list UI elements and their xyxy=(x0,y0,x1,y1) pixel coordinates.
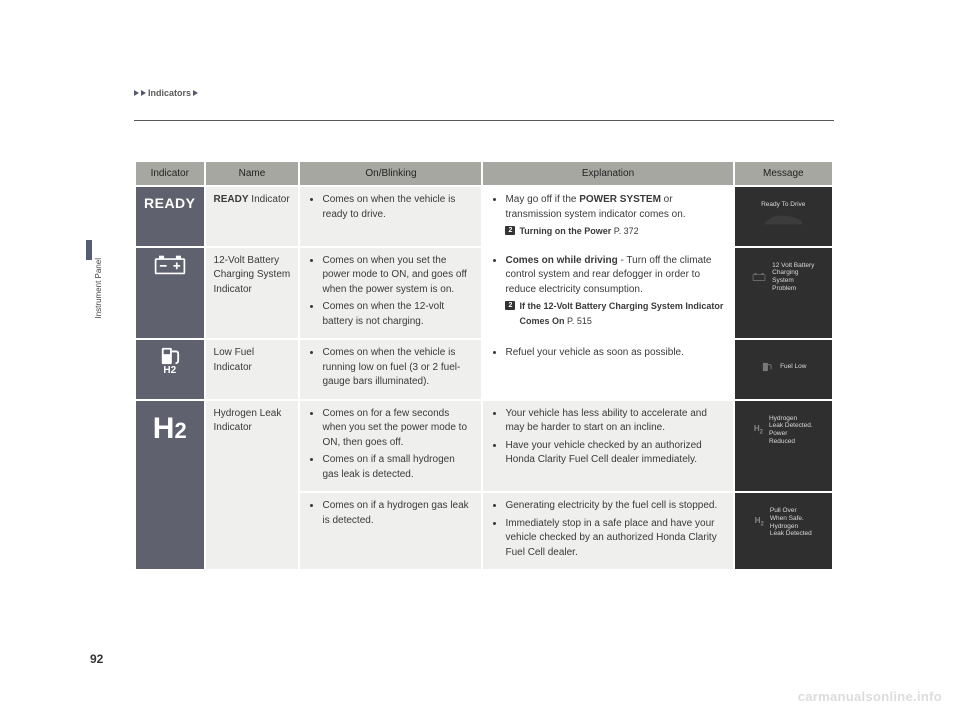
on-item: Comes on when the vehicle is running low… xyxy=(322,346,473,390)
table-row: 12-Volt Battery Charging System Indicato… xyxy=(135,247,833,340)
explanation-cell: Generating electricity by the fuel cell … xyxy=(482,492,733,570)
reference-icon: 2 xyxy=(505,301,515,310)
on-cell: Comes on when the vehicle is running low… xyxy=(299,339,482,400)
fuel-pump-icon xyxy=(760,362,774,372)
breadcrumb-text: Indicators xyxy=(148,88,191,98)
name-cell: Low Fuel Indicator xyxy=(205,339,300,400)
name-cell: READY Indicator xyxy=(205,186,300,247)
message-cell: Fuel Low xyxy=(734,339,833,400)
exp-item: Immediately stop in a safe place and hav… xyxy=(505,517,724,561)
h2-badge: H2 xyxy=(153,412,187,445)
indicator-cell: H2 xyxy=(135,339,205,400)
explanation-cell: Your vehicle has less ability to acceler… xyxy=(482,400,733,493)
name-cell: 12-Volt Battery Charging System Indicato… xyxy=(205,247,300,340)
h2-icon: H2 xyxy=(754,423,763,437)
exp-item: Comes on while driving - Turn off the cl… xyxy=(505,254,724,298)
watermark: carmanualsonline.info xyxy=(798,689,942,704)
battery-icon xyxy=(752,272,766,282)
header-indicator: Indicator xyxy=(135,161,205,186)
name-rest: Indicator xyxy=(249,194,290,205)
exp-item: Have your vehicle checked by an authoriz… xyxy=(505,439,724,468)
reference: 2 Turning on the Power P. 372 xyxy=(491,225,724,240)
header-name: Name xyxy=(205,161,300,186)
exp-item: Refuel your vehicle as soon as possible. xyxy=(505,346,724,361)
table-row: READY READY Indicator Comes on when the … xyxy=(135,186,833,247)
on-item: Comes on when the vehicle is ready to dr… xyxy=(322,193,473,222)
message-cell: H2 Pull Over When Safe. Hydrogen Leak De… xyxy=(734,492,833,570)
name-bold: READY xyxy=(214,194,249,205)
message-cell: 12 Volt Battery Charging System Problem xyxy=(734,247,833,340)
explanation-cell: Comes on while driving - Turn off the cl… xyxy=(482,247,733,340)
side-label: Instrument Panel xyxy=(94,258,103,318)
triangle-icon xyxy=(134,90,139,96)
reference-icon: 2 xyxy=(505,226,515,235)
battery-icon xyxy=(153,254,187,276)
indicator-cell: H2 xyxy=(135,400,205,571)
message-text: 12 Volt Battery Charging System Problem xyxy=(772,262,814,293)
on-cell: Comes on for a few seconds when you set … xyxy=(299,400,482,493)
triangle-icon xyxy=(193,90,198,96)
h2-icon: H2 xyxy=(755,515,764,529)
on-item: Comes on if a small hydrogen gas leak is… xyxy=(322,453,473,482)
fuel-pump-icon xyxy=(159,346,181,366)
divider xyxy=(134,120,834,121)
on-item: Comes on when the 12-volt battery is not… xyxy=(322,300,473,329)
message-text: Fuel Low xyxy=(780,363,806,371)
explanation-cell: May go off if the POWER SYSTEM or transm… xyxy=(482,186,733,247)
table-row: H2 Low Fuel Indicator Comes on when the … xyxy=(135,339,833,400)
header-on: On/Blinking xyxy=(299,161,482,186)
exp-item: Your vehicle has less ability to acceler… xyxy=(505,407,724,436)
indicator-cell xyxy=(135,247,205,340)
explanation-cell: Refuel your vehicle as soon as possible. xyxy=(482,339,733,400)
message-text: Hydrogen Leak Detected. Power Reduced xyxy=(769,415,813,446)
car-icon xyxy=(761,209,805,231)
ready-badge: READY xyxy=(144,195,196,211)
on-item: Comes on if a hydrogen gas leak is detec… xyxy=(322,499,473,528)
exp-item: May go off if the POWER SYSTEM or transm… xyxy=(505,193,724,222)
on-item: Comes on when you set the power mode to … xyxy=(322,254,473,298)
table-row: H2 Hydrogen Leak Indicator Comes on for … xyxy=(135,400,833,493)
message-cell: Ready To Drive xyxy=(734,186,833,247)
indicator-cell: READY xyxy=(135,186,205,247)
side-tab xyxy=(86,240,92,260)
message-cell: H2 Hydrogen Leak Detected. Power Reduced xyxy=(734,400,833,493)
header-explanation: Explanation xyxy=(482,161,733,186)
breadcrumb: Indicators xyxy=(134,88,198,98)
table-header-row: Indicator Name On/Blinking Explanation M… xyxy=(135,161,833,186)
page-number: 92 xyxy=(90,652,103,666)
on-cell: Comes on when you set the power mode to … xyxy=(299,247,482,340)
on-cell: Comes on when the vehicle is ready to dr… xyxy=(299,186,482,247)
message-text: Pull Over When Safe. Hydrogen Leak Detec… xyxy=(770,507,812,538)
on-item: Comes on for a few seconds when you set … xyxy=(322,407,473,451)
triangle-icon xyxy=(141,90,146,96)
reference: 2 If the 12-Volt Battery Charging System… xyxy=(491,300,724,329)
indicators-table: Indicator Name On/Blinking Explanation M… xyxy=(134,160,834,571)
exp-item: Generating electricity by the fuel cell … xyxy=(505,499,724,514)
message-text: Ready To Drive xyxy=(761,201,805,209)
header-message: Message xyxy=(734,161,833,186)
on-cell: Comes on if a hydrogen gas leak is detec… xyxy=(299,492,482,570)
name-cell: Hydrogen Leak Indicator xyxy=(205,400,300,571)
